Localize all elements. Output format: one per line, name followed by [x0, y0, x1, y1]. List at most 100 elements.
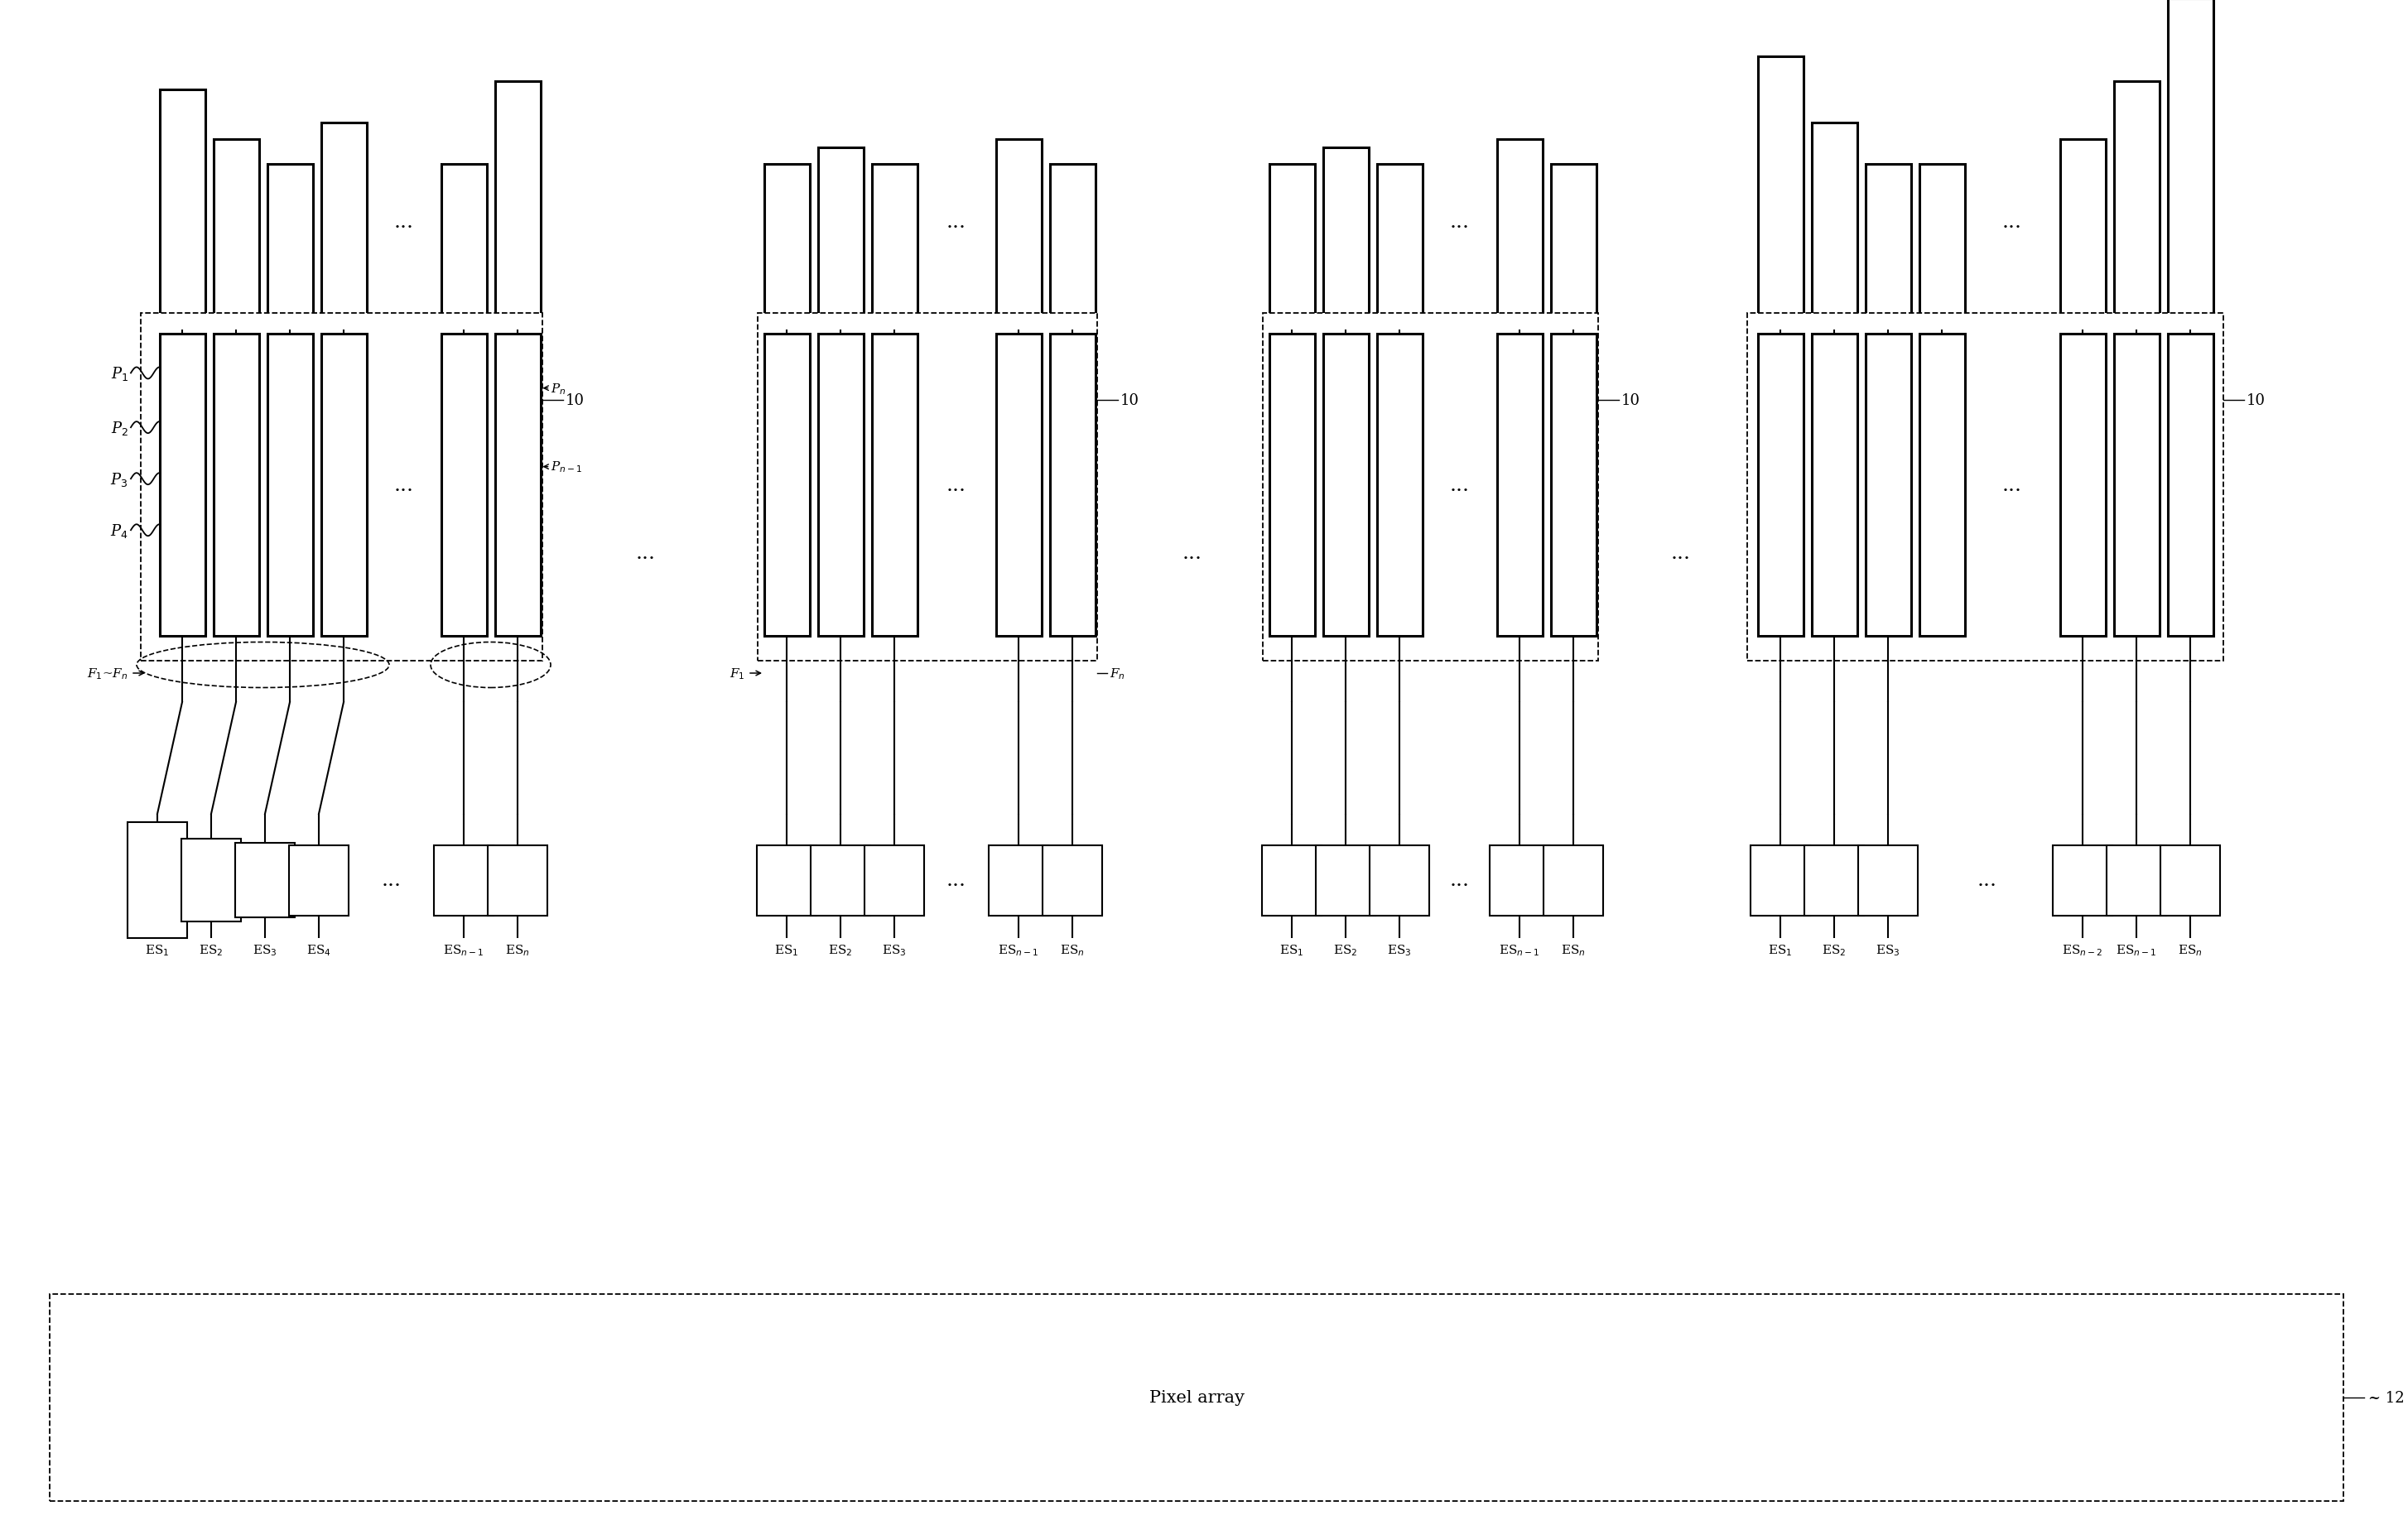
Text: ES$_n$: ES$_n$: [2177, 942, 2203, 958]
Bar: [489, 845, 547, 915]
Text: ...: ...: [2001, 213, 2023, 233]
Bar: [864, 845, 925, 915]
Text: ES$_2$: ES$_2$: [1823, 942, 1847, 958]
Bar: [1315, 845, 1375, 915]
Bar: [2167, 334, 2213, 636]
Bar: [1919, 165, 1965, 330]
Bar: [1859, 845, 1917, 915]
Text: ...: ...: [636, 545, 655, 563]
Text: ES$_{n-1}$: ES$_{n-1}$: [1500, 942, 1539, 958]
Text: ES$_1$: ES$_1$: [144, 942, 169, 958]
Bar: [1551, 334, 1597, 636]
Text: ...: ...: [395, 476, 414, 494]
Text: ...: ...: [395, 213, 414, 233]
Text: ...: ...: [1671, 545, 1690, 563]
Bar: [128, 823, 188, 938]
Text: ES$_{n-1}$: ES$_{n-1}$: [443, 942, 484, 958]
Bar: [214, 139, 258, 330]
Bar: [1050, 334, 1096, 636]
Text: ES$_n$: ES$_n$: [506, 942, 530, 958]
Text: ...: ...: [946, 476, 966, 494]
Bar: [441, 165, 486, 330]
Bar: [997, 139, 1040, 330]
Bar: [1758, 334, 1804, 636]
Text: ES$_3$: ES$_3$: [1876, 942, 1900, 958]
Text: ES$_2$: ES$_2$: [828, 942, 852, 958]
Text: ...: ...: [1977, 871, 1996, 890]
Text: ...: ...: [946, 871, 966, 890]
Text: ES$_4$: ES$_4$: [306, 942, 332, 958]
Bar: [2160, 845, 2220, 915]
Bar: [1804, 845, 1864, 915]
Bar: [1544, 845, 1604, 915]
Bar: [51, 1294, 2343, 1501]
Bar: [2114, 334, 2160, 636]
Text: ES$_{n-1}$: ES$_{n-1}$: [997, 942, 1038, 958]
Bar: [140, 314, 542, 661]
Text: ...: ...: [1450, 476, 1469, 494]
Text: ...: ...: [1182, 545, 1202, 563]
Bar: [1050, 165, 1096, 330]
Text: ES$_{n-1}$: ES$_{n-1}$: [2117, 942, 2158, 958]
Text: ES$_2$: ES$_2$: [200, 942, 224, 958]
Bar: [267, 165, 313, 330]
Bar: [763, 334, 809, 636]
Bar: [289, 845, 349, 915]
Bar: [756, 845, 816, 915]
Bar: [1491, 845, 1548, 915]
Text: P$_3$: P$_3$: [111, 471, 128, 488]
Bar: [181, 838, 241, 921]
Bar: [1866, 334, 1912, 636]
Bar: [1751, 845, 1811, 915]
Bar: [819, 334, 862, 636]
Bar: [1498, 139, 1541, 330]
Bar: [1758, 57, 1804, 330]
Text: ~ 12: ~ 12: [2367, 1391, 2403, 1405]
Bar: [1262, 845, 1322, 915]
Bar: [872, 165, 917, 330]
Bar: [1811, 334, 1857, 636]
Bar: [1748, 314, 2223, 661]
Bar: [494, 83, 539, 330]
Text: P$_2$: P$_2$: [111, 419, 128, 436]
Bar: [1269, 165, 1315, 330]
Text: 10: 10: [1621, 393, 1640, 409]
Bar: [1262, 314, 1599, 661]
Text: ES$_n$: ES$_n$: [1060, 942, 1084, 958]
Bar: [1551, 165, 1597, 330]
Text: ES$_1$: ES$_1$: [1279, 942, 1305, 958]
Text: F$_1$: F$_1$: [730, 666, 744, 681]
Bar: [997, 334, 1040, 636]
Bar: [2167, 0, 2213, 330]
Text: ES$_3$: ES$_3$: [881, 942, 905, 958]
Text: F$_1$~F$_n$: F$_1$~F$_n$: [87, 666, 128, 681]
Text: P$_4$: P$_4$: [111, 522, 128, 539]
Bar: [759, 314, 1098, 661]
Bar: [267, 334, 313, 636]
Text: ...: ...: [946, 213, 966, 233]
Bar: [2107, 845, 2167, 915]
Text: ES$_3$: ES$_3$: [253, 942, 277, 958]
Bar: [2059, 334, 2105, 636]
Bar: [2059, 139, 2105, 330]
Bar: [494, 334, 539, 636]
Bar: [214, 334, 258, 636]
Bar: [159, 334, 205, 636]
Text: Pixel array: Pixel array: [1149, 1389, 1245, 1406]
Bar: [1370, 845, 1430, 915]
Bar: [1377, 334, 1423, 636]
Bar: [1811, 124, 1857, 330]
Text: P$_n$: P$_n$: [551, 381, 566, 396]
Text: 10: 10: [2247, 393, 2266, 409]
Text: ...: ...: [383, 871, 402, 890]
Bar: [990, 845, 1047, 915]
Bar: [236, 843, 294, 918]
Text: ...: ...: [2001, 476, 2023, 494]
Bar: [872, 334, 917, 636]
Bar: [2114, 83, 2160, 330]
Bar: [433, 845, 494, 915]
Bar: [1919, 334, 1965, 636]
Text: ES$_1$: ES$_1$: [1767, 942, 1792, 958]
Bar: [1269, 334, 1315, 636]
Bar: [1043, 845, 1103, 915]
